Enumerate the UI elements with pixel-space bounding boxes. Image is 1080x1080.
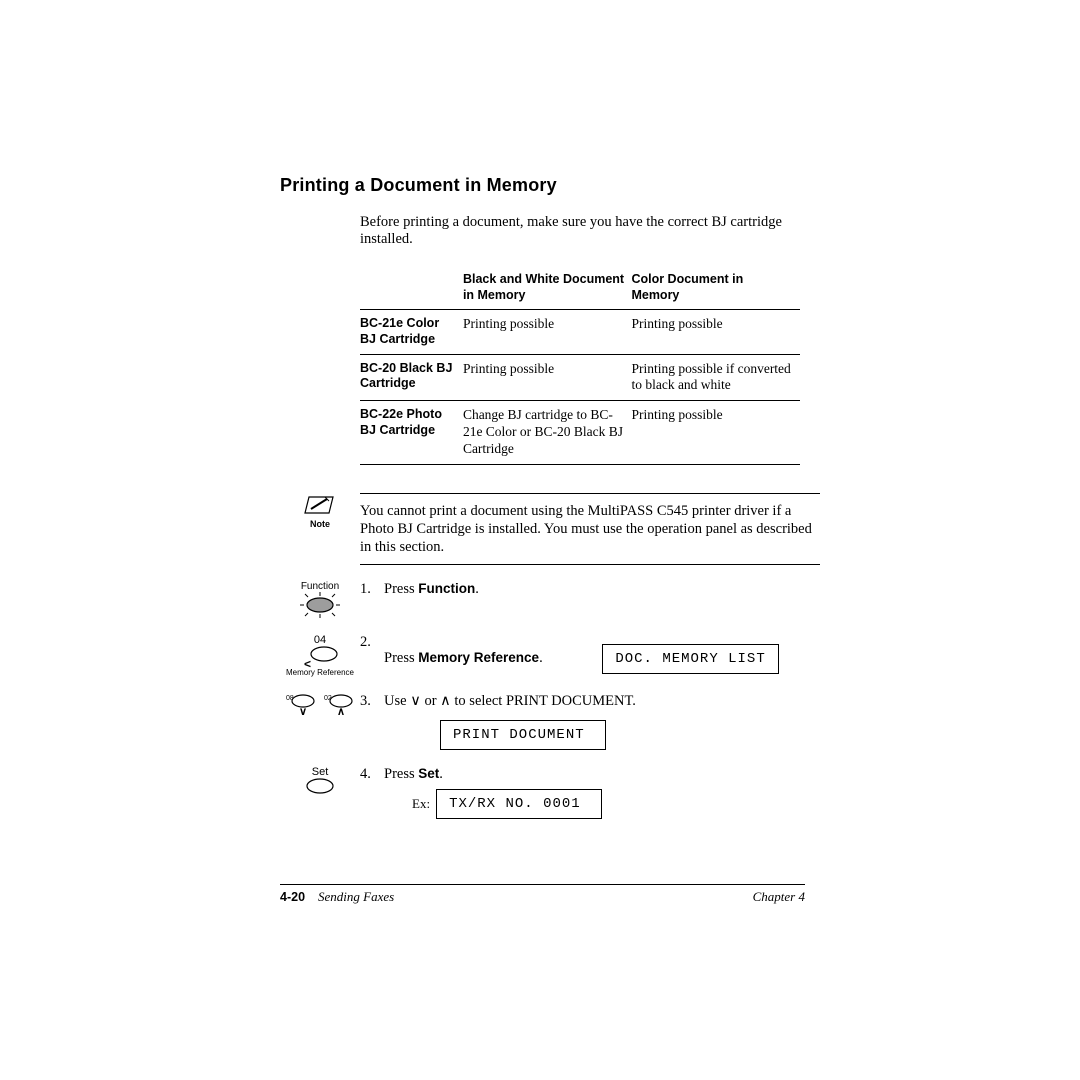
- svg-text:∧: ∧: [337, 706, 345, 715]
- step-text: Press Memory Reference. DOC. MEMORY LIST: [384, 634, 820, 674]
- table-row: BC-21e Color BJ Cartridge Printing possi…: [360, 310, 800, 354]
- arrow-left-button-icon: <: [300, 646, 340, 668]
- lcd-display: PRINT DOCUMENT: [440, 720, 606, 750]
- cell: Printing possible: [631, 401, 800, 465]
- step-number: 2.: [360, 634, 384, 651]
- col-header-bw: Black and White Document in Memory: [463, 268, 632, 310]
- table-row: BC-22e Photo BJ Cartridge Change BJ cart…: [360, 401, 800, 465]
- section-name: Sending Faxes: [318, 889, 394, 904]
- page-number: 4-20: [280, 890, 305, 904]
- table-row: BC-20 Black BJ Cartridge Printing possib…: [360, 354, 800, 401]
- set-button-icon: [305, 778, 335, 794]
- svg-text:∨: ∨: [299, 706, 307, 715]
- button-label-function: Function: [301, 581, 339, 592]
- row-head: BC-22e Photo BJ Cartridge: [360, 401, 463, 465]
- lcd-display: DOC. MEMORY LIST: [602, 644, 778, 674]
- step-text: Use ∨ or ∧ to select PRINT DOCUMENT. PRI…: [384, 693, 820, 750]
- cartridge-table: Black and White Document in Memory Color…: [360, 268, 800, 465]
- function-button-icon: [298, 592, 342, 618]
- note-text: You cannot print a document using the Mu…: [360, 493, 820, 565]
- cell: Printing possible if converted to black …: [631, 354, 800, 401]
- chapter-label: Chapter 4: [753, 889, 805, 904]
- step-number: 3.: [360, 693, 384, 710]
- svg-text:<: <: [304, 657, 311, 668]
- note-icon: [303, 493, 337, 517]
- section-heading: Printing a Document in Memory: [280, 175, 820, 196]
- row-head: BC-21e Color BJ Cartridge: [360, 310, 463, 354]
- table-corner: [360, 268, 463, 310]
- up-button-icon: 02 ∧: [324, 693, 354, 715]
- cell: Change BJ cartridge to BC-21e Color or B…: [463, 401, 632, 465]
- step-text: Press Function.: [384, 581, 820, 598]
- down-button-icon: 08 ∨: [286, 693, 316, 715]
- intro-text: Before printing a document, make sure yo…: [360, 214, 820, 248]
- button-num-04: 04: [314, 634, 326, 646]
- note-label: Note: [280, 519, 360, 529]
- step-text: Press Set. Ex: TX/RX NO. 0001: [384, 766, 820, 819]
- lcd-display: TX/RX NO. 0001: [436, 789, 602, 819]
- button-label-set: Set: [312, 766, 329, 778]
- cell: Printing possible: [463, 310, 632, 354]
- example-label: Ex:: [412, 796, 430, 812]
- row-head: BC-20 Black BJ Cartridge: [360, 354, 463, 401]
- page-footer: 4-20 Sending Faxes Chapter 4: [280, 884, 805, 905]
- col-header-color: Color Document in Memory: [631, 268, 800, 310]
- cell: Printing possible: [463, 354, 632, 401]
- step-number: 4.: [360, 766, 384, 783]
- step-number: 1.: [360, 581, 384, 598]
- cell: Printing possible: [631, 310, 800, 354]
- button-label-memref: Memory Reference: [286, 668, 354, 677]
